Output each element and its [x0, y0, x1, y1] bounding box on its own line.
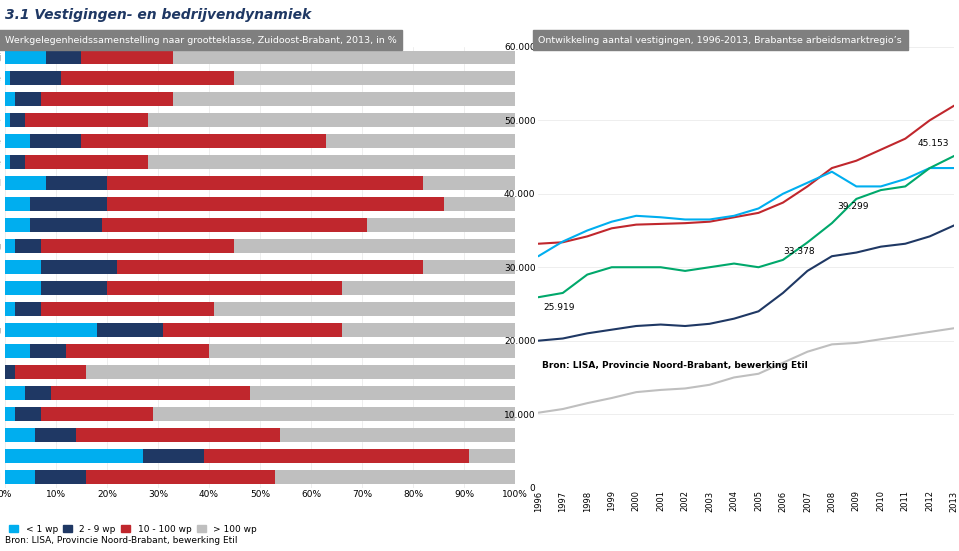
- Bar: [148, 114, 515, 127]
- Bar: [10, 155, 25, 169]
- Bar: [5, 365, 15, 379]
- Bar: [15, 93, 40, 106]
- Bar: [35, 428, 77, 442]
- Bar: [106, 176, 423, 190]
- Bar: [5, 240, 15, 253]
- Bar: [5, 344, 31, 358]
- Bar: [82, 134, 326, 148]
- Bar: [106, 282, 341, 295]
- Bar: [234, 72, 515, 85]
- Bar: [5, 93, 15, 106]
- Bar: [367, 218, 515, 232]
- Bar: [25, 386, 51, 400]
- Bar: [5, 51, 46, 64]
- Bar: [25, 114, 148, 127]
- Bar: [469, 449, 515, 463]
- Bar: [5, 471, 35, 484]
- Bar: [117, 261, 423, 274]
- Bar: [40, 93, 174, 106]
- Bar: [35, 471, 86, 484]
- Bar: [106, 197, 444, 211]
- Bar: [31, 134, 82, 148]
- Bar: [10, 114, 25, 127]
- Bar: [214, 302, 515, 316]
- Bar: [152, 407, 515, 421]
- Bar: [46, 51, 82, 64]
- Bar: [5, 323, 97, 337]
- Text: 25.919: 25.919: [543, 303, 574, 312]
- Bar: [326, 134, 515, 148]
- Bar: [341, 323, 515, 337]
- Bar: [10, 72, 61, 85]
- Bar: [40, 240, 234, 253]
- Bar: [5, 386, 25, 400]
- Bar: [5, 134, 31, 148]
- Bar: [15, 407, 40, 421]
- Bar: [5, 428, 35, 442]
- Bar: [86, 365, 515, 379]
- Bar: [143, 449, 204, 463]
- Bar: [61, 72, 234, 85]
- Bar: [5, 176, 46, 190]
- Bar: [5, 218, 31, 232]
- Bar: [174, 51, 515, 64]
- Bar: [15, 240, 40, 253]
- Bar: [5, 282, 40, 295]
- Text: 45.153: 45.153: [918, 139, 949, 148]
- Bar: [341, 282, 515, 295]
- Bar: [40, 261, 117, 274]
- Bar: [148, 155, 515, 169]
- Bar: [40, 282, 106, 295]
- Bar: [5, 197, 31, 211]
- Bar: [423, 176, 515, 190]
- Text: Bron: LISA, Provincie Noord-Brabant, bewerking Etil: Bron: LISA, Provincie Noord-Brabant, bew…: [5, 537, 237, 545]
- Bar: [102, 218, 367, 232]
- Bar: [51, 386, 249, 400]
- Text: 3.1 Vestigingen- en bedrijvendynamiek: 3.1 Vestigingen- en bedrijvendynamiek: [5, 8, 311, 22]
- Bar: [5, 155, 10, 169]
- Text: Werkgelegenheidssamenstelling naar grootteklasse, Zuidoost-Brabant, 2013, in %: Werkgelegenheidssamenstelling naar groot…: [5, 36, 396, 45]
- Text: 33.378: 33.378: [783, 247, 814, 256]
- Bar: [82, 51, 174, 64]
- Bar: [423, 261, 515, 274]
- Bar: [15, 302, 40, 316]
- Bar: [40, 407, 152, 421]
- Bar: [40, 302, 214, 316]
- Bar: [5, 449, 143, 463]
- Legend: < 1 wp, 2 - 9 wp, 10 - 100 wp, > 100 wp: < 1 wp, 2 - 9 wp, 10 - 100 wp, > 100 wp: [10, 525, 257, 534]
- Bar: [275, 471, 515, 484]
- Bar: [5, 72, 10, 85]
- Bar: [204, 449, 469, 463]
- Bar: [5, 407, 15, 421]
- Bar: [66, 344, 209, 358]
- Bar: [25, 155, 148, 169]
- Text: Bron: LISA, Provincie Noord-Brabant, bewerking Etil: Bron: LISA, Provincie Noord-Brabant, bew…: [542, 361, 807, 370]
- Bar: [31, 197, 106, 211]
- Bar: [5, 114, 10, 127]
- Bar: [174, 93, 515, 106]
- Bar: [444, 197, 515, 211]
- Bar: [5, 302, 15, 316]
- Bar: [234, 240, 515, 253]
- Bar: [31, 344, 66, 358]
- Text: 39.299: 39.299: [837, 202, 868, 211]
- Bar: [249, 386, 515, 400]
- Bar: [209, 344, 515, 358]
- Bar: [86, 471, 275, 484]
- Bar: [280, 428, 515, 442]
- Bar: [46, 176, 106, 190]
- Bar: [77, 428, 280, 442]
- Bar: [97, 323, 163, 337]
- Bar: [163, 323, 341, 337]
- Bar: [5, 261, 40, 274]
- Bar: [15, 365, 86, 379]
- Text: Ontwikkeling aantal vestigingen, 1996-2013, Brabantse arbeidsmarktregio’s: Ontwikkeling aantal vestigingen, 1996-20…: [538, 36, 902, 45]
- Bar: [31, 218, 102, 232]
